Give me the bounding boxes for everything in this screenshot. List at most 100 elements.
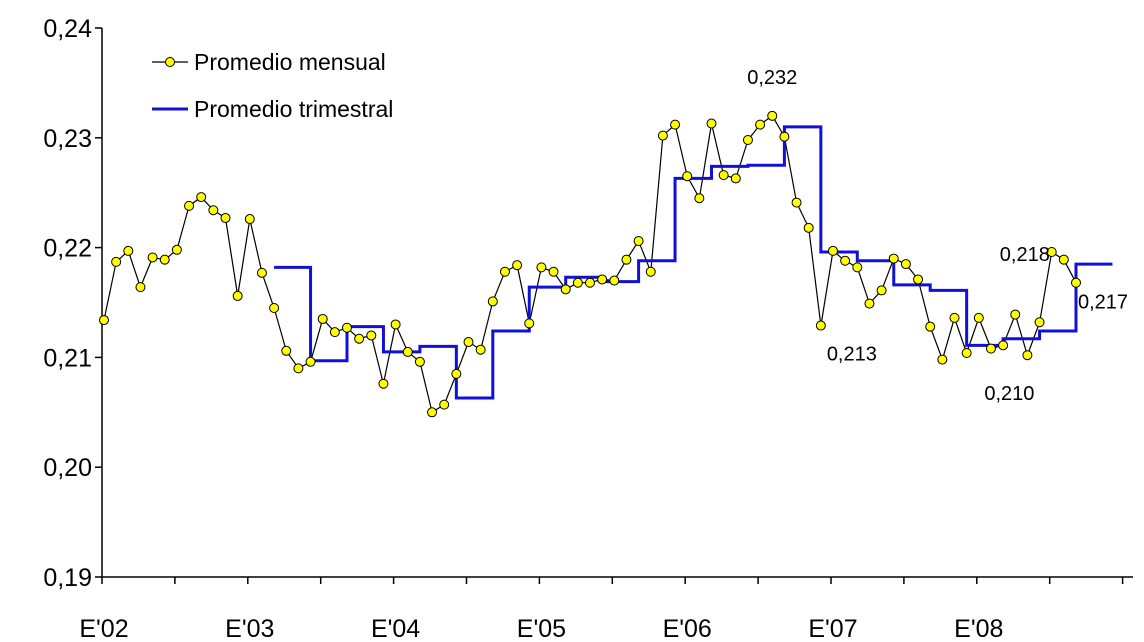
monthly-point [378, 378, 389, 389]
monthly-point [147, 252, 158, 263]
monthly-point [560, 284, 571, 295]
monthly-point [1046, 246, 1057, 257]
monthly-point [512, 260, 523, 271]
monthly-point [439, 399, 450, 410]
monthly-point [767, 110, 778, 121]
monthly-point [730, 173, 741, 184]
monthly-point [961, 348, 972, 359]
x-tick-label: E'04 [371, 615, 420, 642]
annotations: 0,232 0,213 0,218 0,217 0,210 [747, 67, 1128, 405]
monthly-point [925, 321, 936, 332]
monthly-point [208, 205, 219, 216]
y-tick-label: 0,22 [43, 235, 92, 263]
monthly-point [633, 236, 644, 247]
monthly-point [256, 267, 267, 278]
x-tick-label: E'06 [663, 615, 712, 642]
x-tick-label: E'05 [517, 615, 566, 642]
monthly-point [451, 368, 462, 379]
monthly-point [123, 245, 134, 256]
monthly-point [609, 275, 620, 286]
monthly-point [1058, 254, 1069, 265]
monthly-point [998, 340, 1009, 351]
y-tick-label: 0,20 [43, 454, 92, 482]
monthly-point [329, 327, 340, 338]
monthly-point [973, 312, 984, 323]
monthly-point [779, 131, 790, 142]
monthly-point [718, 170, 729, 181]
monthly-point [694, 193, 705, 204]
monthly-point [828, 245, 838, 256]
monthly-point [985, 343, 996, 354]
monthly-point [803, 222, 814, 233]
monthly-point [111, 256, 122, 267]
x-tick-label: E'02 [79, 615, 128, 642]
legend-monthly-marker [165, 57, 175, 67]
series-quarterly-line [274, 125, 1113, 400]
axes [101, 28, 1133, 578]
monthly-point [196, 192, 207, 203]
monthly-point [791, 197, 802, 208]
monthly-point [475, 344, 486, 355]
monthly-point [354, 333, 365, 344]
monthly-point [244, 214, 255, 225]
monthly-point [1022, 350, 1033, 361]
monthly-point [815, 320, 826, 331]
monthly-point [171, 244, 182, 255]
monthly-point [706, 118, 717, 129]
monthly-point [1010, 309, 1021, 320]
data-annotation: 0,217 [1078, 292, 1128, 314]
monthly-point [305, 356, 316, 367]
y-tick-label: 0,21 [43, 344, 92, 372]
monthly-point [184, 200, 195, 211]
monthly-point [900, 259, 911, 270]
y-tick-label: 0,19 [43, 564, 92, 592]
monthly-point [487, 296, 498, 307]
monthly-point [281, 345, 292, 356]
legend: Promedio mensual Promedio trimestral [152, 49, 393, 122]
monthly-point [99, 315, 109, 326]
monthly-point [342, 322, 352, 333]
series-monthly-line [103, 114, 1077, 414]
data-annotation: 0,232 [747, 67, 797, 89]
monthly-point [232, 290, 243, 301]
data-annotation: 0,210 [984, 383, 1034, 405]
series-layer [99, 110, 1113, 418]
monthly-point [548, 266, 559, 277]
monthly-point [1071, 277, 1081, 288]
monthly-point [913, 274, 924, 285]
monthly-point [463, 337, 474, 348]
monthly-point [645, 266, 656, 277]
y-tick-label: 0,23 [43, 125, 92, 153]
y-ticks: 0,24 0,23 0,22 0,21 0,20 0,19 [43, 15, 102, 592]
x-tick-label: E'03 [225, 615, 274, 642]
data-annotation: 0,218 [1000, 244, 1050, 266]
monthly-point [293, 363, 304, 374]
monthly-point [949, 312, 960, 323]
monthly-point [572, 277, 583, 288]
monthly-point [742, 134, 753, 145]
monthly-point [585, 277, 595, 288]
data-annotation: 0,213 [827, 344, 877, 366]
monthly-point [670, 119, 681, 130]
monthly-point [159, 254, 170, 265]
monthly-point [621, 254, 632, 265]
x-ticks: E'02 E'03 E'04 E'05 E'06 E'07 E'08 [79, 577, 1124, 642]
monthly-point [876, 285, 887, 296]
monthly-point [597, 274, 608, 285]
monthly-point [499, 266, 510, 277]
monthly-point [135, 282, 146, 293]
monthly-point [852, 262, 863, 273]
monthly-point [840, 255, 851, 266]
monthly-point [755, 119, 766, 130]
monthly-point [1034, 317, 1045, 328]
y-tick-label: 0,24 [43, 15, 92, 43]
monthly-point [414, 356, 425, 367]
monthly-point [390, 319, 401, 330]
monthly-point [937, 354, 948, 365]
monthly-point [682, 171, 693, 182]
x-tick-label: E'08 [954, 615, 1003, 642]
monthly-point [220, 212, 231, 223]
monthly-point [524, 318, 535, 329]
legend-monthly-label: Promedio mensual [194, 49, 386, 75]
